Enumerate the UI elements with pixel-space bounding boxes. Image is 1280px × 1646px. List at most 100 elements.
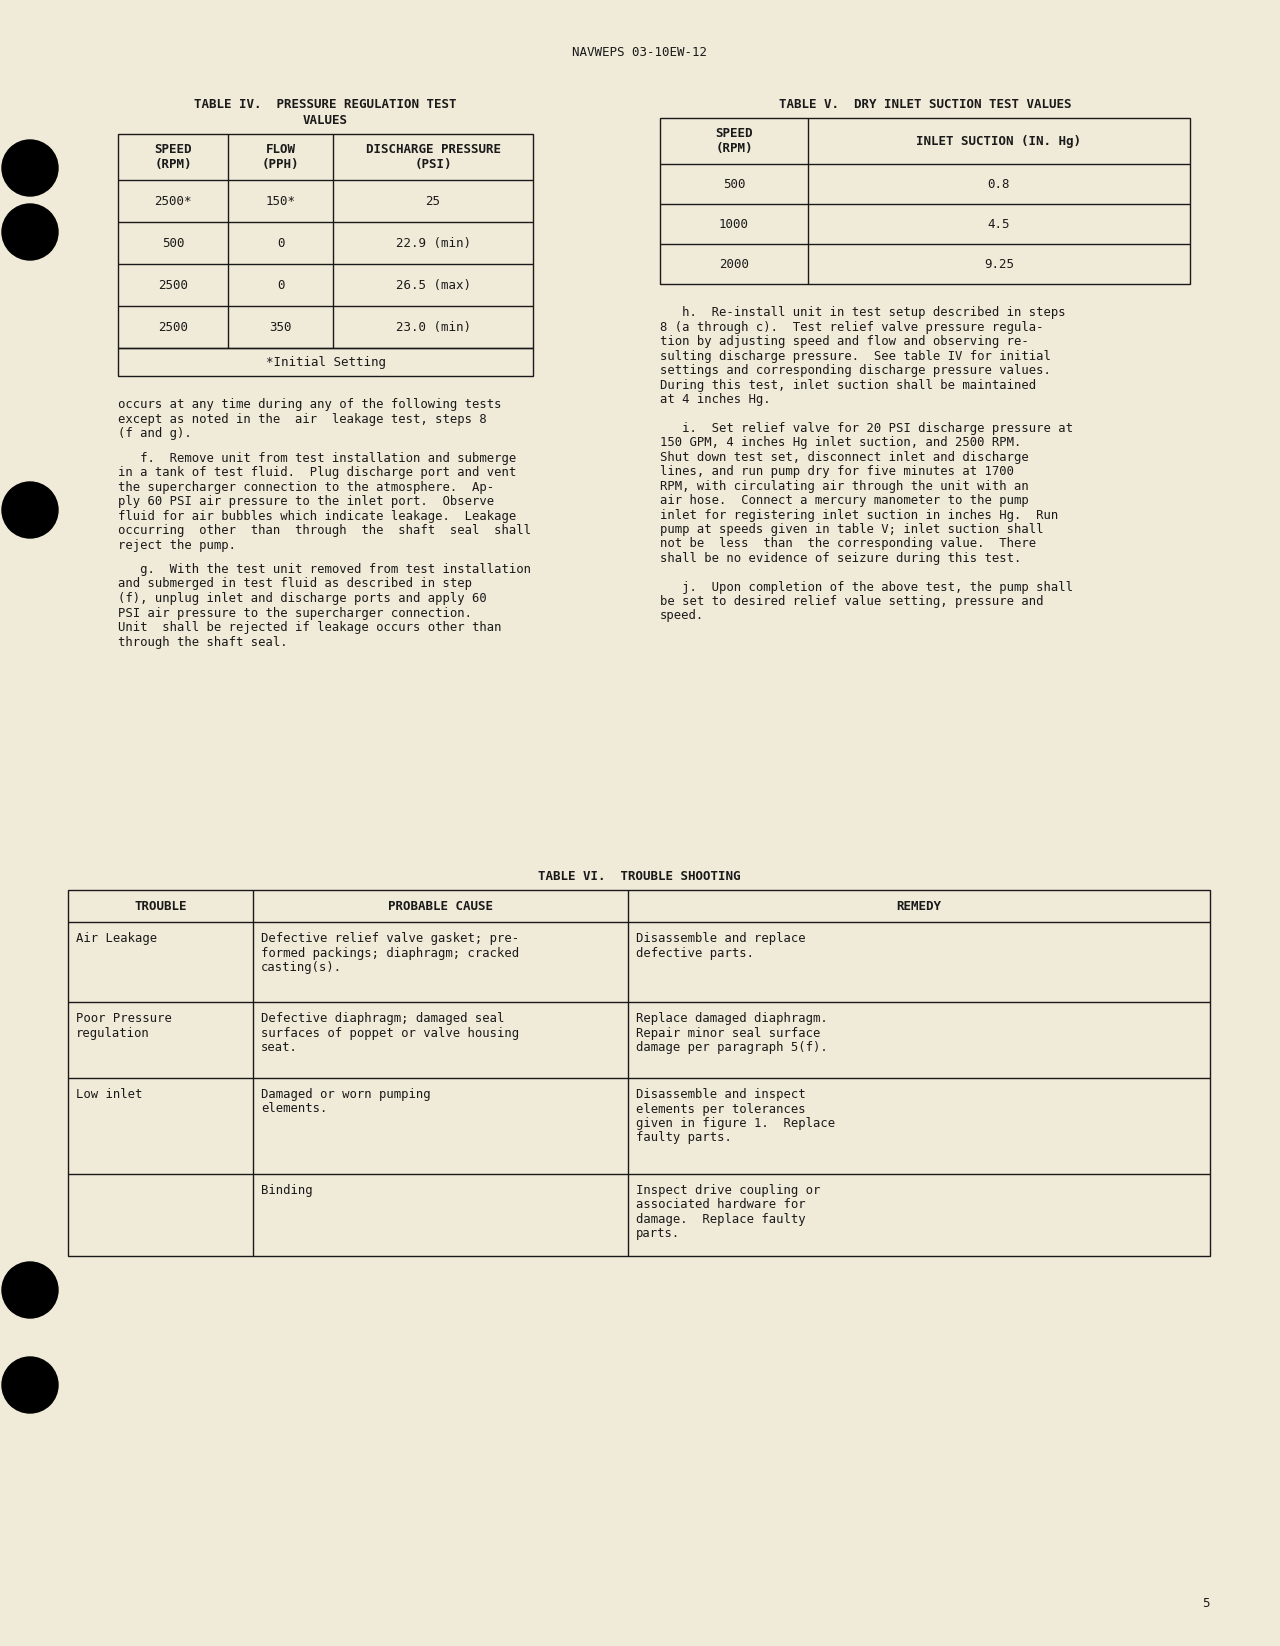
Text: tion by adjusting speed and flow and observing re-: tion by adjusting speed and flow and obs… (660, 336, 1029, 347)
Text: g.  With the test unit removed from test installation: g. With the test unit removed from test … (118, 563, 531, 576)
Bar (118, 133, 532, 347)
Text: NAVWEPS 03-10EW-12: NAVWEPS 03-10EW-12 (572, 46, 708, 59)
Text: 500: 500 (161, 237, 184, 250)
Text: 22.9 (min): 22.9 (min) (396, 237, 471, 250)
Text: inlet for registering inlet suction in inches Hg.  Run: inlet for registering inlet suction in i… (660, 509, 1059, 522)
Text: 2000: 2000 (719, 257, 749, 270)
Text: (f and g).: (f and g). (118, 426, 192, 439)
Text: fluid for air bubbles which indicate leakage.  Leakage: fluid for air bubbles which indicate lea… (118, 510, 516, 522)
Text: occurs at any time during any of the following tests: occurs at any time during any of the fol… (118, 398, 502, 412)
Text: defective parts.: defective parts. (636, 946, 754, 960)
Text: 0.8: 0.8 (988, 178, 1010, 191)
Circle shape (3, 1262, 58, 1318)
Text: 350: 350 (269, 321, 292, 334)
Text: TABLE VI.  TROUBLE SHOOTING: TABLE VI. TROUBLE SHOOTING (538, 871, 740, 882)
Text: through the shaft seal.: through the shaft seal. (118, 635, 288, 649)
Text: 0: 0 (276, 278, 284, 291)
Circle shape (3, 482, 58, 538)
Text: parts.: parts. (636, 1228, 680, 1241)
Text: Repair minor seal surface: Repair minor seal surface (636, 1027, 820, 1040)
Text: 150 GPM, 4 inches Hg inlet suction, and 2500 RPM.: 150 GPM, 4 inches Hg inlet suction, and … (660, 436, 1021, 449)
Bar (118, 347, 532, 375)
Text: INLET SUCTION (IN. Hg): INLET SUCTION (IN. Hg) (916, 135, 1082, 148)
Text: 25: 25 (425, 194, 440, 207)
Text: not be  less  than  the corresponding value.  There: not be less than the corresponding value… (660, 538, 1036, 550)
Text: TABLE IV.  PRESSURE REGULATION TEST: TABLE IV. PRESSURE REGULATION TEST (195, 99, 457, 110)
Text: Inspect drive coupling or: Inspect drive coupling or (636, 1183, 820, 1197)
Text: (f), unplug inlet and discharge ports and apply 60: (f), unplug inlet and discharge ports an… (118, 593, 486, 606)
Text: 0: 0 (276, 237, 284, 250)
Text: f.  Remove unit from test installation and submerge: f. Remove unit from test installation an… (118, 451, 516, 464)
Text: Defective relief valve gasket; pre-: Defective relief valve gasket; pre- (261, 932, 520, 945)
Text: *Initial Setting: *Initial Setting (265, 356, 385, 369)
Text: Disassemble and replace: Disassemble and replace (636, 932, 805, 945)
Text: SPEED
(RPM): SPEED (RPM) (155, 143, 192, 171)
Text: Disassemble and inspect: Disassemble and inspect (636, 1088, 805, 1101)
Text: associated hardware for: associated hardware for (636, 1198, 805, 1211)
Text: PSI air pressure to the supercharger connection.: PSI air pressure to the supercharger con… (118, 606, 472, 619)
Text: regulation: regulation (76, 1027, 150, 1040)
Text: pump at speeds given in table V; inlet suction shall: pump at speeds given in table V; inlet s… (660, 523, 1043, 537)
Text: TABLE V.  DRY INLET SUCTION TEST VALUES: TABLE V. DRY INLET SUCTION TEST VALUES (778, 99, 1071, 110)
Text: damage per paragraph 5(f).: damage per paragraph 5(f). (636, 1040, 828, 1053)
Text: 1000: 1000 (719, 217, 749, 230)
Text: 5: 5 (1202, 1597, 1210, 1610)
Text: 9.25: 9.25 (984, 257, 1014, 270)
Text: RPM, with circulating air through the unit with an: RPM, with circulating air through the un… (660, 479, 1029, 492)
Text: faulty parts.: faulty parts. (636, 1131, 732, 1144)
Text: the supercharger connection to the atmosphere.  Ap-: the supercharger connection to the atmos… (118, 481, 494, 494)
Text: and submerged in test fluid as described in step: and submerged in test fluid as described… (118, 578, 472, 591)
Text: SPEED
(RPM): SPEED (RPM) (716, 127, 753, 155)
Circle shape (3, 204, 58, 260)
Text: FLOW
(PPH): FLOW (PPH) (261, 143, 300, 171)
Text: 23.0 (min): 23.0 (min) (396, 321, 471, 334)
Text: 2500*: 2500* (155, 194, 192, 207)
Text: seat.: seat. (261, 1040, 298, 1053)
Text: 8 (a through c).  Test relief valve pressure regula-: 8 (a through c). Test relief valve press… (660, 321, 1043, 334)
Circle shape (3, 140, 58, 196)
Text: occurring  other  than  through  the  shaft  seal  shall: occurring other than through the shaft s… (118, 523, 531, 537)
Text: 500: 500 (723, 178, 745, 191)
Bar (68, 890, 1210, 1256)
Text: During this test, inlet suction shall be maintained: During this test, inlet suction shall be… (660, 379, 1036, 392)
Text: Unit  shall be rejected if leakage occurs other than: Unit shall be rejected if leakage occurs… (118, 621, 502, 634)
Text: air hose.  Connect a mercury manometer to the pump: air hose. Connect a mercury manometer to… (660, 494, 1029, 507)
Text: TROUBLE: TROUBLE (134, 899, 187, 912)
Text: damage.  Replace faulty: damage. Replace faulty (636, 1213, 805, 1226)
Text: reject the pump.: reject the pump. (118, 538, 236, 551)
Text: except as noted in the  air  leakage test, steps 8: except as noted in the air leakage test,… (118, 413, 486, 426)
Text: DISCHARGE PRESSURE
(PSI): DISCHARGE PRESSURE (PSI) (366, 143, 500, 171)
Text: be set to desired relief value setting, pressure and: be set to desired relief value setting, … (660, 594, 1043, 607)
Circle shape (3, 1356, 58, 1412)
Bar (660, 119, 1190, 285)
Text: 2500: 2500 (157, 278, 188, 291)
Text: casting(s).: casting(s). (261, 961, 342, 974)
Text: Air Leakage: Air Leakage (76, 932, 157, 945)
Text: in a tank of test fluid.  Plug discharge port and vent: in a tank of test fluid. Plug discharge … (118, 466, 516, 479)
Text: PROBABLE CAUSE: PROBABLE CAUSE (388, 899, 493, 912)
Text: given in figure 1.  Replace: given in figure 1. Replace (636, 1118, 835, 1131)
Text: formed packings; diaphragm; cracked: formed packings; diaphragm; cracked (261, 946, 520, 960)
Text: Poor Pressure: Poor Pressure (76, 1012, 172, 1025)
Text: Damaged or worn pumping: Damaged or worn pumping (261, 1088, 430, 1101)
Text: lines, and run pump dry for five minutes at 1700: lines, and run pump dry for five minutes… (660, 466, 1014, 477)
Text: ply 60 PSI air pressure to the inlet port.  Observe: ply 60 PSI air pressure to the inlet por… (118, 495, 494, 509)
Text: at 4 inches Hg.: at 4 inches Hg. (660, 393, 771, 407)
Text: elements per tolerances: elements per tolerances (636, 1103, 805, 1116)
Text: Replace damaged diaphragm.: Replace damaged diaphragm. (636, 1012, 828, 1025)
Text: REMEDY: REMEDY (896, 899, 942, 912)
Text: Defective diaphragm; damaged seal: Defective diaphragm; damaged seal (261, 1012, 504, 1025)
Text: speed.: speed. (660, 609, 704, 622)
Text: i.  Set relief valve for 20 PSI discharge pressure at: i. Set relief valve for 20 PSI discharge… (660, 421, 1073, 435)
Text: Low inlet: Low inlet (76, 1088, 142, 1101)
Text: 26.5 (max): 26.5 (max) (396, 278, 471, 291)
Text: elements.: elements. (261, 1103, 328, 1116)
Text: j.  Upon completion of the above test, the pump shall: j. Upon completion of the above test, th… (660, 581, 1073, 594)
Text: settings and corresponding discharge pressure values.: settings and corresponding discharge pre… (660, 364, 1051, 377)
Text: surfaces of poppet or valve housing: surfaces of poppet or valve housing (261, 1027, 520, 1040)
Text: 4.5: 4.5 (988, 217, 1010, 230)
Text: shall be no evidence of seizure during this test.: shall be no evidence of seizure during t… (660, 551, 1021, 565)
Text: Binding: Binding (261, 1183, 312, 1197)
Text: Shut down test set, disconnect inlet and discharge: Shut down test set, disconnect inlet and… (660, 451, 1029, 464)
Text: VALUES: VALUES (303, 114, 348, 127)
